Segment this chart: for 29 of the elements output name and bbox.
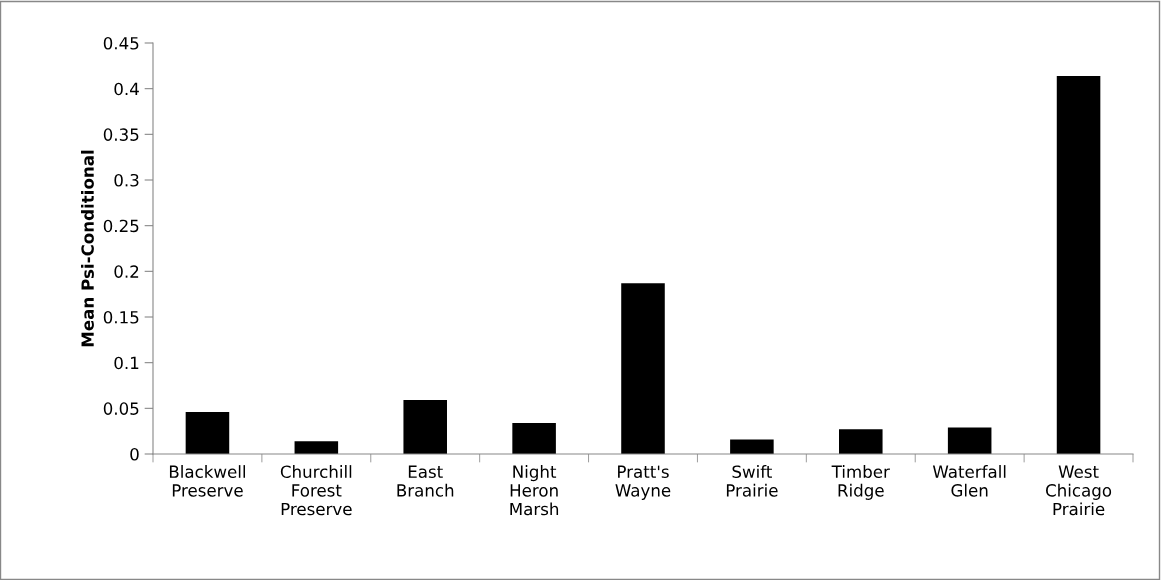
x-tick-label: Swift Prairie (726, 465, 778, 497)
y-tick-label: 0.25 (103, 219, 139, 233)
x-tick-label: Waterfall Glen (932, 465, 1006, 497)
y-tick-label: 0 (130, 447, 139, 461)
y-tick-label: 0.05 (103, 402, 139, 415)
x-tick-label: East Branch (397, 465, 454, 497)
bar (947, 427, 992, 454)
bar (403, 400, 447, 454)
x-tick-label: Night Heron Marsh (510, 465, 559, 516)
bar (185, 411, 230, 454)
bar (1056, 75, 1101, 454)
y-tick-label: 0.3 (114, 173, 139, 187)
y-tick-label: 0.1 (114, 356, 139, 370)
y-tick-label: 0.15 (103, 310, 139, 324)
x-tick-label: West Chicago Prairie (1046, 465, 1112, 516)
bar (730, 439, 774, 454)
x-tick-label: Blackwell Preserve (169, 465, 245, 497)
x-tick-label: Churchill Forest Preserve (280, 465, 352, 516)
bar (621, 283, 665, 454)
y-tick-label: 0.2 (114, 265, 139, 278)
y-tick-label: 0.45 (103, 36, 139, 50)
x-tick-label: Pratt's Wayne (615, 465, 671, 500)
y-axis-title: Mean Psi-Conditional (81, 150, 94, 347)
y-tick-label: 0.35 (103, 128, 139, 141)
x-tick-label: Timber Ridge (831, 465, 890, 500)
bar (294, 441, 339, 454)
y-tick-label: 0.4 (114, 82, 139, 96)
bar (512, 422, 556, 454)
bar (839, 429, 883, 454)
